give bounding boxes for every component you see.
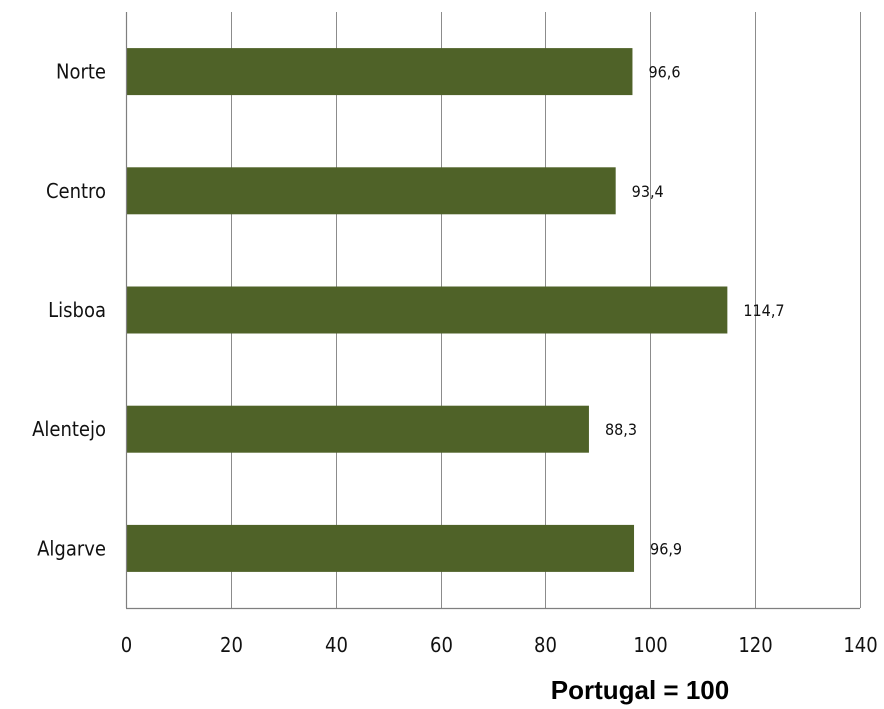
- x-tick-label: 140: [843, 633, 877, 657]
- bar: [127, 167, 616, 215]
- category-label: Norte: [56, 60, 106, 84]
- x-tick-label: 100: [633, 633, 667, 657]
- data-label: 96,6: [648, 63, 680, 82]
- data-label: 93,4: [632, 182, 664, 201]
- x-tick-label: 120: [738, 633, 772, 657]
- data-label: 96,9: [650, 539, 682, 558]
- category-label: Lisboa: [48, 298, 106, 322]
- category-label: Centro: [46, 179, 106, 203]
- bar: [127, 286, 728, 334]
- x-tick-label: 40: [325, 633, 348, 657]
- category-label: Alentejo: [32, 417, 106, 441]
- x-tick-label: 80: [534, 633, 557, 657]
- reference-note: Portugal = 100: [550, 675, 730, 705]
- labels: 0 20 40 60 80 100 120 140 Norte 96,6 Centro 93,4 Lis…: [32, 60, 878, 657]
- bar: [127, 405, 589, 453]
- x-tick-label: 60: [430, 633, 453, 657]
- data-label: 88,3: [605, 420, 637, 439]
- bar: [127, 524, 635, 572]
- data-label: 114,7: [743, 301, 784, 320]
- category-label: Algarve: [37, 536, 106, 560]
- x-tick-label: 0: [121, 633, 132, 657]
- x-tick-label: 20: [220, 633, 243, 657]
- bars: [127, 48, 728, 572]
- bar: [127, 48, 633, 96]
- x-axis: [125, 12, 860, 610]
